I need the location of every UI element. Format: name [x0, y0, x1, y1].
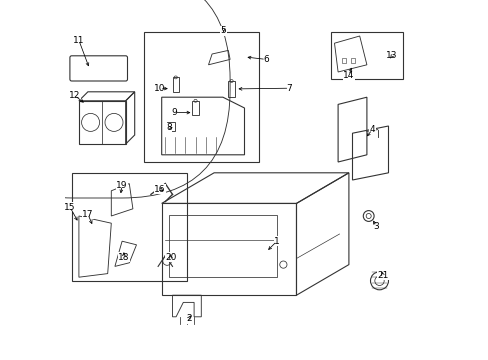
Text: 1: 1	[273, 237, 279, 246]
Bar	[192, 101, 199, 115]
Text: 8: 8	[166, 123, 171, 132]
Text: 6: 6	[263, 55, 268, 64]
Bar	[72, 173, 186, 281]
Bar	[172, 77, 179, 92]
Text: 18: 18	[118, 253, 129, 262]
Text: 3: 3	[372, 222, 378, 231]
Text: 17: 17	[82, 210, 94, 219]
Text: 11: 11	[73, 36, 84, 45]
Text: 21: 21	[377, 271, 388, 280]
Text: 4: 4	[369, 125, 374, 134]
Bar	[168, 215, 277, 277]
Text: 2: 2	[185, 314, 191, 323]
Text: 12: 12	[69, 91, 80, 100]
Bar	[350, 58, 354, 63]
Bar	[167, 122, 175, 131]
Bar	[79, 101, 125, 144]
Bar	[341, 58, 346, 63]
Text: 14: 14	[343, 71, 354, 80]
Text: 15: 15	[64, 202, 76, 212]
Text: 5: 5	[220, 26, 226, 35]
Text: 19: 19	[116, 181, 127, 190]
Text: 16: 16	[154, 185, 165, 194]
Bar	[143, 32, 258, 162]
Bar	[228, 81, 234, 97]
Text: 13: 13	[386, 51, 397, 60]
Text: 20: 20	[164, 253, 176, 262]
Text: 7: 7	[286, 84, 292, 93]
Text: 10: 10	[154, 84, 165, 93]
Bar	[330, 32, 402, 79]
Text: 9: 9	[171, 108, 177, 117]
